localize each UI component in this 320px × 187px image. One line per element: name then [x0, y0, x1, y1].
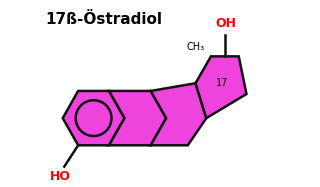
- Polygon shape: [63, 91, 124, 145]
- Text: CH₃: CH₃: [186, 42, 204, 52]
- Polygon shape: [151, 83, 206, 145]
- Text: 17: 17: [216, 78, 228, 88]
- Polygon shape: [109, 91, 166, 145]
- Polygon shape: [196, 56, 246, 118]
- Text: OH: OH: [216, 17, 236, 30]
- Text: 17ß-Östradiol: 17ß-Östradiol: [46, 12, 163, 27]
- Text: HO: HO: [50, 170, 71, 183]
